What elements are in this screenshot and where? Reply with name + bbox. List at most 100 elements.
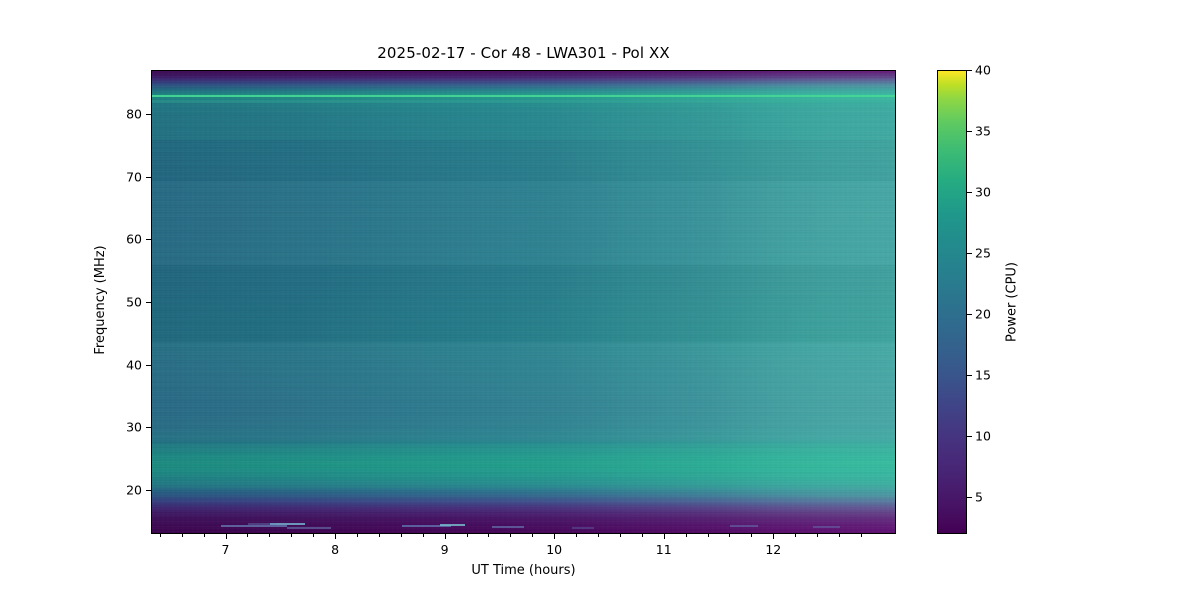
colorbar-tick-label-5: 5 — [975, 489, 983, 505]
y-tick-40 — [146, 364, 151, 366]
spectrogram-axes — [151, 70, 896, 534]
x-tick-minor — [576, 534, 578, 537]
x-tick-minor — [400, 534, 402, 537]
colorbar-tick-10 — [967, 436, 972, 438]
x-tick-minor — [510, 534, 512, 537]
x-tick-label-12: 12 — [765, 542, 782, 557]
y-tick-label-50: 50 — [126, 294, 142, 310]
y-tick-60 — [146, 239, 151, 241]
x-tick-minor — [619, 534, 621, 537]
x-tick-minor — [203, 534, 205, 537]
rfi-streak-8 — [730, 525, 758, 528]
colorbar-tick-label-10: 10 — [975, 428, 991, 444]
x-tick-minor — [356, 534, 358, 537]
band-70-76MHz — [152, 140, 895, 181]
x-tick-minor — [707, 534, 709, 537]
rfi-streak-2 — [286, 526, 331, 529]
rfi-streak-1 — [270, 523, 306, 526]
colorbar-title: Power (CPU) — [1004, 261, 1020, 343]
horizontal-stripe-noise-2 — [152, 71, 895, 533]
x-tick-minor — [795, 534, 797, 537]
x-tick-label-8: 8 — [331, 542, 340, 557]
y-axis-tick-labels: 20 30 40 50 60 70 80 — [78, 70, 142, 534]
rfi-streak-9 — [812, 526, 840, 529]
x-tick-minor — [159, 534, 161, 537]
x-tick-minor — [247, 534, 249, 537]
x-tick-9 — [444, 534, 446, 539]
y-tick-50 — [146, 302, 151, 303]
x-tick-minor — [532, 534, 534, 537]
colorbar-tick-20 — [967, 314, 972, 316]
y-tick-20 — [146, 490, 151, 492]
x-tick-minor — [378, 534, 380, 537]
x-tick-minor — [729, 534, 731, 537]
x-tick-minor — [598, 534, 599, 537]
y-tick-label-30: 30 — [126, 419, 142, 435]
x-tick-minor — [181, 534, 183, 537]
rfi-streak-5 — [491, 525, 525, 528]
x-tick-minor — [488, 534, 490, 537]
y-tick-label-40: 40 — [126, 357, 142, 373]
rfi-streak-6 — [248, 522, 276, 525]
colorbar — [937, 70, 967, 534]
y-tick-70 — [146, 176, 151, 178]
time-sample-columns — [152, 71, 895, 533]
x-tick-label-7: 7 — [221, 542, 230, 557]
band-21-27MHz — [152, 444, 895, 488]
band-76-82MHz — [152, 102, 895, 140]
y-tick-80 — [146, 113, 151, 115]
x-tick-minor — [641, 534, 643, 537]
colorbar-tick-label-35: 35 — [975, 123, 991, 139]
colorbar-tick-label-15: 15 — [975, 367, 991, 383]
x-axis-title: UT Time (hours) — [471, 563, 576, 578]
x-tick-minor — [817, 534, 819, 537]
horizontal-stripe-noise — [152, 71, 895, 533]
colorbar-tick-25 — [967, 253, 972, 255]
y-tick-label-20: 20 — [126, 482, 142, 498]
colorbar-tick-5 — [967, 497, 972, 499]
x-tick-minor — [751, 534, 753, 537]
x-tick-10 — [554, 534, 556, 539]
x-tick-minor — [291, 534, 293, 537]
colorbar-tick-40 — [967, 70, 972, 71]
y-tick-label-80: 80 — [126, 106, 142, 122]
x-tick-minor — [860, 534, 862, 537]
x-axis-tick-labels: 7 8 9 10 11 12 — [151, 534, 896, 564]
band-28-44MHz — [152, 342, 895, 441]
y-axis-title: Frequency (MHz) — [93, 245, 108, 355]
x-tick-label-9: 9 — [440, 542, 449, 557]
y-tick-label-70: 70 — [126, 169, 142, 185]
x-tick-minor — [685, 534, 687, 537]
x-tick-minor — [839, 534, 841, 537]
x-tick-minor — [466, 534, 468, 537]
x-tick-8 — [335, 534, 337, 539]
colorbar-tick-30 — [967, 192, 972, 194]
colorbar-tick-label-20: 20 — [975, 306, 991, 322]
x-tick-7 — [225, 534, 227, 539]
y-tick-label-60: 60 — [126, 231, 142, 247]
rfi-streak-7 — [571, 526, 594, 529]
colorbar-tick-label-40: 40 — [975, 62, 991, 78]
spectrogram-image — [152, 71, 895, 533]
emission-line-83MHz — [152, 94, 895, 97]
x-tick-minor — [313, 534, 315, 537]
band-56-70MHz — [152, 181, 895, 266]
x-tick-minor — [269, 534, 271, 537]
chart-title: 2025-02-17 - Cor 48 - LWA301 - Pol XX — [377, 44, 670, 62]
x-tick-label-10: 10 — [546, 542, 563, 557]
rfi-streak-0 — [221, 524, 287, 527]
y-tick-30 — [146, 427, 151, 429]
x-tick-label-11: 11 — [655, 542, 672, 557]
x-tick-12 — [773, 534, 775, 539]
band-44-56MHz — [152, 265, 895, 341]
colorbar-tick-label-30: 30 — [975, 184, 991, 200]
time-gradient-layer-2 — [152, 71, 895, 533]
rfi-streak-3 — [401, 524, 452, 527]
colorbar-tick-15 — [967, 375, 972, 377]
emission-line-halo — [152, 100, 895, 104]
x-tick-minor — [422, 534, 424, 537]
colorbar-tick-35 — [967, 131, 972, 133]
x-tick-11 — [663, 534, 665, 539]
colorbar-tick-label-25: 25 — [975, 245, 991, 261]
